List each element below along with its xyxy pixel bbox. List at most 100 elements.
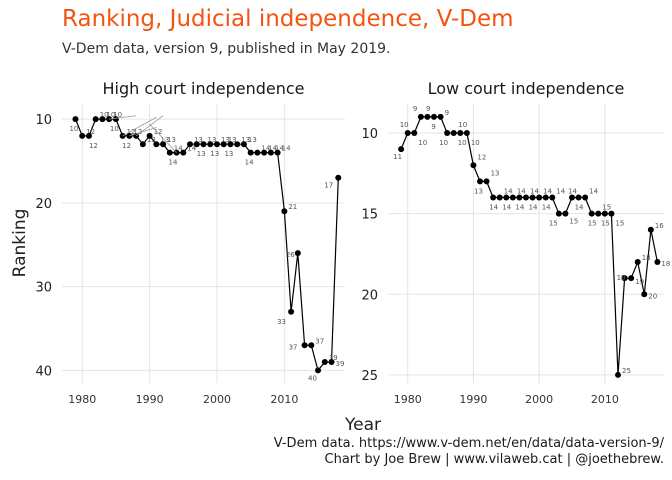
data-point (444, 130, 451, 137)
data-label: 14 (489, 204, 498, 212)
data-label: 14 (275, 145, 284, 153)
data-label: 15 (602, 204, 611, 212)
data-point (634, 259, 641, 266)
label-leader (122, 117, 157, 137)
data-point (72, 116, 79, 123)
data-point (503, 194, 510, 201)
data-point (227, 141, 234, 148)
data-label: 14 (517, 188, 526, 196)
data-label: 13 (474, 187, 483, 195)
data-label: 12 (133, 128, 142, 136)
x-tick-label: 2000 (525, 393, 553, 406)
data-label: 18 (642, 254, 651, 262)
data-point (99, 116, 106, 123)
data-label: 14 (174, 145, 183, 153)
data-point (582, 194, 589, 201)
data-label: 14 (268, 145, 277, 153)
data-point (529, 194, 536, 201)
panel-title: High court independence (102, 79, 304, 98)
data-label: 14 (504, 188, 513, 196)
data-point (153, 141, 160, 148)
data-label: 37 (289, 343, 298, 351)
data-point (180, 149, 187, 156)
data-label: 16 (655, 222, 664, 230)
label-leader (109, 115, 137, 120)
data-point (240, 141, 247, 148)
label-leader (149, 123, 177, 153)
y-tick-label: 10 (35, 113, 52, 128)
data-point (207, 141, 214, 148)
x-axis-label: Year (344, 415, 381, 435)
data-label: 13 (208, 136, 217, 144)
data-label: 13 (197, 150, 206, 158)
data-point (470, 162, 477, 169)
data-point (274, 149, 281, 156)
label-leader (129, 127, 157, 137)
data-point (321, 359, 328, 366)
data-point (615, 371, 621, 378)
data-point (542, 194, 549, 201)
data-label: 14 (568, 188, 577, 196)
data-point (450, 130, 457, 137)
data-point (160, 141, 167, 148)
data-label: 10 (113, 111, 122, 119)
data-label: 40 (308, 374, 317, 382)
y-axis-label: Ranking (10, 209, 30, 278)
y-tick-label: 30 (35, 281, 52, 296)
data-label: 9 (426, 105, 430, 113)
data-point (220, 141, 227, 148)
data-label: 26 (286, 251, 295, 259)
data-label: 14 (245, 159, 254, 167)
data-label: 13 (491, 169, 500, 177)
data-point (146, 132, 153, 139)
caption-source: V-Dem data. https://www.v-dem.net/en/dat… (273, 436, 664, 451)
data-label: 10 (439, 139, 448, 147)
data-point (398, 146, 405, 153)
data-label: 21 (288, 203, 297, 211)
data-label: 14 (530, 188, 539, 196)
data-point (166, 149, 173, 156)
data-label: 14 (542, 204, 551, 212)
data-point (575, 194, 582, 201)
data-label: 13 (147, 136, 156, 144)
data-label: 12 (122, 142, 131, 150)
data-point (187, 141, 194, 148)
data-point (281, 208, 288, 215)
x-tick-label: 1990 (136, 393, 164, 406)
data-label: 20 (648, 292, 657, 300)
data-point (139, 141, 146, 148)
data-label: 14 (515, 204, 524, 212)
data-point (516, 194, 523, 201)
data-point (641, 291, 648, 298)
data-point (496, 194, 503, 201)
data-label: 19 (617, 274, 626, 282)
data-label: 10 (471, 139, 480, 147)
data-point (261, 149, 268, 156)
data-point (335, 174, 342, 181)
data-point (315, 367, 322, 374)
data-label: 13 (248, 136, 257, 144)
data-point (595, 210, 602, 217)
data-point (647, 226, 654, 233)
data-point (483, 178, 490, 185)
x-tick-label: 2010 (270, 393, 298, 406)
label-leader (135, 115, 164, 137)
data-label: 10 (69, 125, 78, 133)
data-label: 9 (413, 105, 417, 113)
data-label: 14 (589, 188, 598, 196)
caption-credit: Chart by Joe Brew | www.vilaweb.cat | @j… (324, 452, 664, 467)
data-point (621, 275, 628, 282)
data-point (267, 149, 274, 156)
data-label: 12 (127, 128, 136, 136)
y-tick-label: 15 (361, 208, 378, 223)
data-point (628, 275, 635, 282)
data-point (562, 210, 569, 217)
data-label: 13 (228, 136, 237, 144)
data-point (654, 259, 661, 266)
data-label: 13 (221, 136, 230, 144)
data-label: 15 (601, 220, 610, 228)
data-point (404, 130, 411, 137)
y-tick-label: 40 (35, 364, 52, 379)
data-label: 10 (458, 121, 467, 129)
